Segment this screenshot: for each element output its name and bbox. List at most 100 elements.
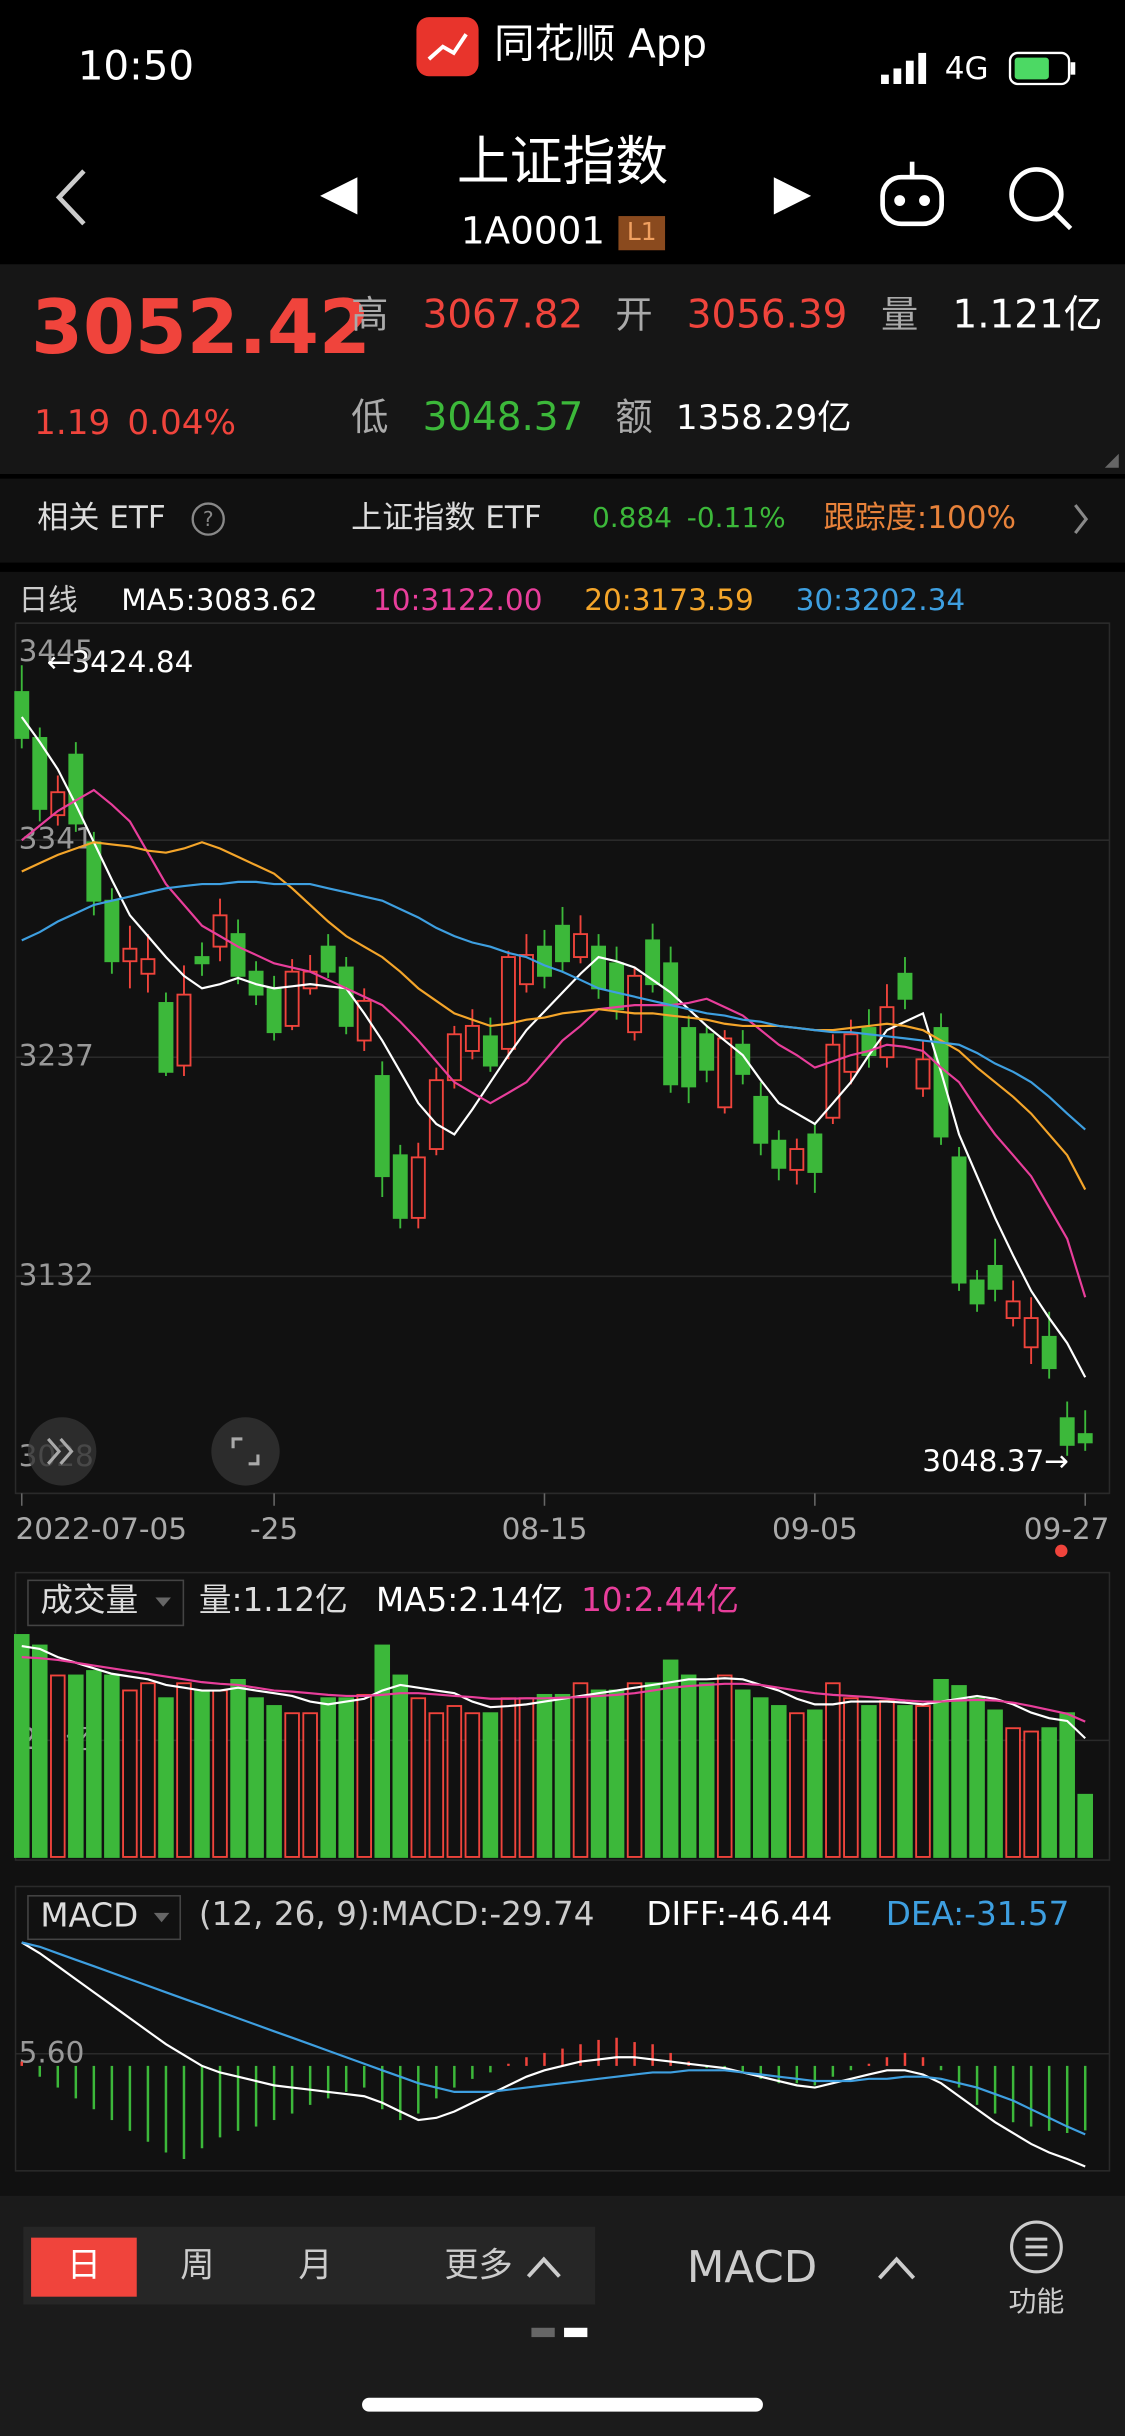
low-label: 低: [351, 395, 388, 439]
volume-bar: [626, 1682, 643, 1858]
function-icon[interactable]: [1010, 2220, 1063, 2274]
ma-line: [20, 716, 1087, 1378]
candle-body: [104, 899, 120, 963]
volume-bar: [482, 1712, 499, 1858]
candle-body: [1041, 1335, 1057, 1370]
collapse-button[interactable]: [27, 1417, 97, 1486]
max-annotation: ←3424.84: [47, 645, 194, 679]
x-tick-label: 08-15: [502, 1512, 588, 1546]
candle-body: [392, 1154, 408, 1219]
tab-day[interactable]: 日: [67, 2246, 101, 2286]
volume-bar: [194, 1689, 210, 1858]
candle-body: [879, 1006, 895, 1059]
candle-body: [1023, 1317, 1039, 1349]
macd-frame: [14, 1885, 1111, 2172]
candle-body: [663, 962, 679, 1086]
indicator-chevron[interactable]: [878, 2256, 916, 2280]
y-tick-label: 3132: [19, 1258, 94, 1292]
candle-body: [338, 966, 354, 1027]
candle-body: [320, 945, 336, 973]
x-tick-label: 09-05: [772, 1512, 858, 1546]
volume-bar: [734, 1689, 751, 1858]
volume-dropdown[interactable]: [27, 1579, 185, 1627]
amount-label: 额: [615, 395, 652, 439]
volume-bar: [1005, 1727, 1021, 1858]
volume-bar: [987, 1709, 1003, 1858]
volume-bar: [266, 1705, 282, 1858]
legend-entry: MA5:3083.62: [121, 583, 317, 617]
volume-bar: [104, 1674, 120, 1858]
dropdown-arrow: [153, 1912, 170, 1923]
candle-body: [951, 1156, 967, 1284]
indicator-button[interactable]: MACD: [687, 2243, 817, 2293]
macd-title: MACD: [40, 1897, 138, 1935]
volume-current: 量:1.12亿: [199, 1581, 348, 1619]
page-dot: [531, 2327, 555, 2338]
collapse-glyph: [47, 1437, 74, 1465]
volume-bar: [771, 1705, 787, 1858]
app-icon: [416, 17, 479, 77]
volume-bar: [338, 1697, 354, 1858]
price-change: 1.19: [34, 403, 110, 443]
volume-bar: [248, 1697, 264, 1858]
fullscreen-button[interactable]: [211, 1417, 280, 1486]
candle-body: [573, 933, 588, 958]
expand-corner[interactable]: [1104, 453, 1119, 468]
candle-body: [645, 939, 661, 986]
function-button[interactable]: 功能: [1008, 2285, 1064, 2318]
tab-week[interactable]: 周: [180, 2246, 214, 2286]
battery: [1008, 51, 1071, 86]
macd-line: [21, 1941, 1086, 2168]
ma-line: [21, 841, 1087, 1191]
high-label: 高: [351, 293, 388, 337]
battery-level: [1014, 57, 1049, 80]
min-annotation: 3048.37→: [922, 1444, 1069, 1478]
status-app: 同花顺 App: [494, 20, 707, 68]
volume-bar: [392, 1674, 409, 1858]
more-chevron: [526, 2256, 561, 2278]
etf-row[interactable]: [0, 478, 1125, 563]
low-value: 3048.37: [423, 395, 584, 440]
prev-button[interactable]: [320, 177, 358, 215]
volume-bar: [13, 1634, 30, 1858]
volume-bar: [644, 1682, 661, 1858]
stock-title: 上证指数: [457, 131, 668, 192]
page-dot-active: [564, 2327, 588, 2338]
volume-bar: [554, 1693, 571, 1858]
robot-button[interactable]: [880, 161, 944, 227]
next-button[interactable]: [773, 177, 812, 215]
help-icon[interactable]: [191, 502, 225, 536]
level-badge-bg: [618, 216, 666, 251]
search-button[interactable]: [1009, 167, 1073, 231]
volume-bar: [807, 1709, 823, 1858]
candle-body: [969, 1279, 985, 1305]
function-icon-lines: [1025, 2237, 1048, 2257]
tab-more[interactable]: 更多: [444, 2246, 512, 2286]
volume-bar: [536, 1693, 553, 1858]
tab-month[interactable]: 月: [298, 2246, 332, 2286]
candle-body: [500, 956, 516, 1050]
open-value: 3056.39: [687, 293, 848, 338]
volume-bar: [32, 1644, 48, 1858]
etf-price: 0.884: [592, 501, 672, 534]
macd-dropdown[interactable]: [27, 1895, 182, 1941]
candle-body: [1077, 1433, 1093, 1444]
candle-body: [14, 691, 30, 739]
legend-entry: DIFF:-46.44: [646, 1895, 832, 1933]
price-change-pct: 0.04%: [127, 403, 236, 443]
candle-body: [825, 1043, 841, 1119]
candle-body: [807, 1133, 823, 1173]
help-icon-glyph: ?: [203, 507, 214, 531]
candle-body: [915, 1058, 931, 1090]
candle-body: [681, 1027, 697, 1088]
candle-body: [591, 945, 607, 990]
candle-body: [212, 914, 228, 948]
volume-title: 成交量: [40, 1581, 138, 1619]
open-label: 开: [615, 293, 652, 337]
volume-bar: [464, 1712, 481, 1858]
back-button[interactable]: [55, 169, 86, 226]
volume-bar: [608, 1689, 625, 1858]
high-value: 3067.82: [423, 293, 584, 338]
volume-bar: [1041, 1727, 1057, 1858]
